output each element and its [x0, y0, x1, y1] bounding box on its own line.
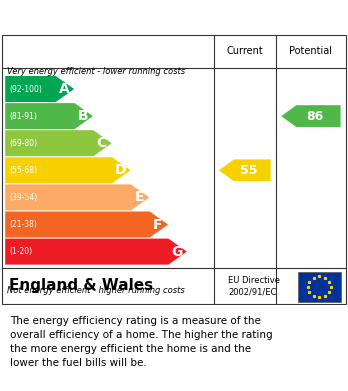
Text: E: E: [134, 190, 144, 204]
Polygon shape: [5, 130, 112, 156]
Text: D: D: [114, 163, 126, 177]
Text: G: G: [171, 245, 182, 258]
Text: (69-80): (69-80): [9, 139, 38, 148]
Polygon shape: [5, 239, 187, 265]
Polygon shape: [219, 160, 271, 181]
Text: England & Wales: England & Wales: [9, 278, 153, 293]
Polygon shape: [5, 157, 130, 183]
Text: (1-20): (1-20): [9, 247, 32, 256]
Polygon shape: [5, 103, 93, 129]
Text: The energy efficiency rating is a measure of the
overall efficiency of a home. T: The energy efficiency rating is a measur…: [10, 316, 273, 368]
Text: Very energy efficient - lower running costs: Very energy efficient - lower running co…: [7, 67, 185, 76]
Text: (39-54): (39-54): [9, 193, 38, 202]
Text: Potential: Potential: [290, 46, 332, 56]
Text: A: A: [59, 82, 69, 96]
Text: 86: 86: [306, 109, 323, 123]
Polygon shape: [5, 212, 168, 237]
Text: Current: Current: [227, 46, 263, 56]
Text: Not energy efficient - higher running costs: Not energy efficient - higher running co…: [7, 285, 185, 294]
Text: F: F: [153, 217, 163, 231]
Polygon shape: [5, 185, 149, 210]
Text: Energy Efficiency Rating: Energy Efficiency Rating: [10, 7, 239, 25]
Bar: [298, 272, 341, 301]
Text: (55-68): (55-68): [9, 166, 38, 175]
Text: C: C: [96, 136, 107, 150]
Text: (81-91): (81-91): [9, 111, 37, 120]
Text: B: B: [78, 109, 88, 123]
Text: (92-100): (92-100): [9, 84, 42, 93]
Polygon shape: [281, 105, 341, 127]
Polygon shape: [5, 76, 74, 102]
Text: (21-38): (21-38): [9, 220, 37, 229]
Text: 2002/91/EC: 2002/91/EC: [228, 287, 276, 296]
Text: 55: 55: [240, 164, 257, 177]
Text: EU Directive: EU Directive: [228, 276, 280, 285]
